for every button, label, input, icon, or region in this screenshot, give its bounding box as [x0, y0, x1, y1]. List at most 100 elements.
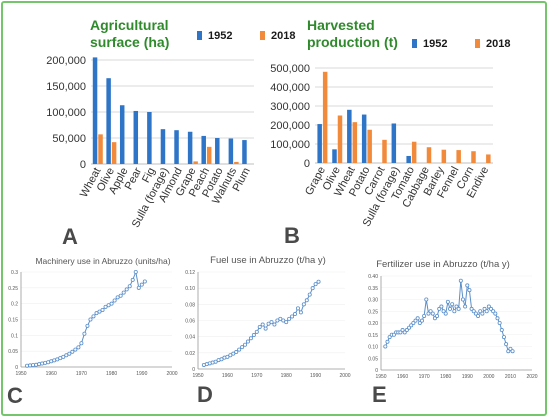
chart-e-point — [432, 316, 437, 321]
chart-c-xtick-label: 1970 — [76, 371, 87, 377]
chart-e-xtick-label: 1950 — [375, 374, 386, 380]
chart-e-point — [473, 311, 478, 316]
chart-e-point — [437, 306, 442, 311]
chart-d-point — [245, 339, 250, 344]
chart-e-point — [404, 328, 409, 333]
chart-d-point — [298, 310, 303, 315]
chart-e-xtick-label: 1960 — [397, 374, 408, 380]
chart-b-bar-1952 — [406, 155, 411, 163]
chart-b-legend-swatch-2018 — [475, 39, 480, 48]
chart-d-ytick-label: 0.02 — [185, 351, 195, 357]
chart-a-ytick-label: 0 — [80, 159, 86, 171]
chart-e-point — [415, 316, 420, 321]
chart-d-point — [313, 282, 318, 287]
chart-d-point — [284, 320, 289, 325]
chart-e-point — [510, 349, 515, 354]
chart-d-title: Fuel use in Abruzzo (t/ha y) — [210, 255, 326, 266]
chart-e-point — [480, 311, 485, 316]
chart-e-point — [413, 318, 418, 323]
chart-a-legend-label-2018: 2018 — [271, 30, 295, 42]
chart-e-title: Fertilizer use in Abruzzo (t/ha y) — [376, 259, 510, 270]
chart-e-point — [486, 304, 491, 309]
chart-d-point — [240, 345, 245, 350]
chart-c-xtick-label: 1990 — [136, 371, 147, 377]
chart-c-ytick-label: 0 — [15, 365, 18, 371]
chart-e-xtick-label: 2010 — [505, 374, 516, 380]
chart-c-point — [82, 331, 87, 336]
chart-c-point — [127, 284, 132, 289]
chart-a-bar-1952 — [201, 135, 206, 164]
chart-e-point — [428, 309, 433, 314]
chart-e-point — [482, 306, 487, 311]
chart-e-point — [499, 328, 504, 333]
chart-a-bar-2018 — [193, 161, 198, 164]
chart-c-point — [124, 287, 129, 292]
chart-b-bar-2018 — [486, 154, 491, 163]
chart-d-point — [243, 342, 248, 347]
chart-d-xtick-label: 1990 — [310, 373, 321, 379]
chart-e-point — [450, 302, 455, 307]
chart-e-ytick-label: 0.25 — [368, 309, 378, 315]
chart-e-point — [469, 306, 474, 311]
chart-e-point — [497, 320, 502, 325]
chart-e-point — [400, 328, 405, 333]
chart-c-point — [79, 341, 84, 346]
chart-e-ytick-label: 0.10 — [368, 345, 378, 351]
chart-c-point — [70, 349, 75, 354]
panel-letter-A: A — [62, 224, 78, 249]
chart-b-bar-2018 — [322, 71, 328, 163]
chart-a-bar-1952 — [119, 105, 125, 164]
chart-e-point — [385, 339, 390, 344]
chart-d-point — [225, 354, 230, 359]
chart-d-point — [287, 316, 292, 321]
chart-b-title-line: production (t) — [307, 34, 398, 50]
chart-b-title-line: Harvested — [307, 17, 375, 33]
chart-b-bar-2018 — [471, 151, 476, 163]
chart-d-point — [269, 320, 274, 325]
chart-d-point — [260, 322, 265, 327]
panel-letter-D: D — [197, 382, 213, 407]
chart-a-bar-2018 — [234, 161, 239, 164]
chart-a-bar-1952 — [228, 138, 234, 164]
chart-a-bar-1952 — [92, 57, 98, 164]
chart-e-point — [471, 309, 476, 314]
chart-b-bar-2018 — [441, 149, 447, 163]
chart-c-ytick-label: 0.15 — [8, 318, 18, 324]
chart-e-point — [452, 309, 457, 314]
chart-e-point — [435, 313, 440, 318]
chart-c-point — [97, 309, 102, 314]
panel-letter-B: B — [284, 223, 300, 248]
chart-e-point — [424, 297, 429, 302]
chart-e-ytick-label: 0.05 — [368, 356, 378, 362]
panel-letter-C: C — [7, 383, 23, 408]
chart-d-point — [278, 316, 283, 321]
chart-b-bar-1952 — [317, 124, 322, 163]
chart-d-xtick-label: 1960 — [222, 373, 233, 379]
chart-a-ytick-label: 100,000 — [46, 107, 86, 119]
chart-e-xtick-label: 1970 — [419, 374, 430, 380]
chart-e-point — [383, 344, 388, 349]
chart-d-xtick-label: 1970 — [251, 373, 262, 379]
chart-d-point — [295, 306, 300, 311]
chart-b-bar-1952 — [361, 114, 367, 163]
chart-e-point — [476, 313, 481, 318]
chart-e-point — [465, 283, 470, 288]
chart-b-ytick-label: 400,000 — [270, 82, 310, 94]
chart-e-ytick-label: 0 — [375, 368, 378, 374]
chart-e-point — [441, 309, 446, 314]
chart-d-point — [234, 350, 239, 355]
chart-a-legend-label-1952: 1952 — [208, 30, 232, 42]
chart-c-point — [142, 279, 147, 284]
chart-c-point — [61, 354, 66, 359]
chart-e-point — [445, 299, 450, 304]
chart-d-xtick-label: 1980 — [281, 373, 292, 379]
chart-c-point — [109, 301, 114, 306]
chart-b-ytick-label: 0 — [304, 158, 310, 170]
chart-d-point — [263, 326, 268, 331]
chart-c-point — [91, 314, 96, 319]
chart-b-bar-2018 — [352, 122, 358, 163]
chart-d-ytick-label: 0.04 — [185, 335, 195, 341]
chart-c-point — [133, 269, 138, 274]
chart-b-bar-2018 — [411, 141, 417, 163]
